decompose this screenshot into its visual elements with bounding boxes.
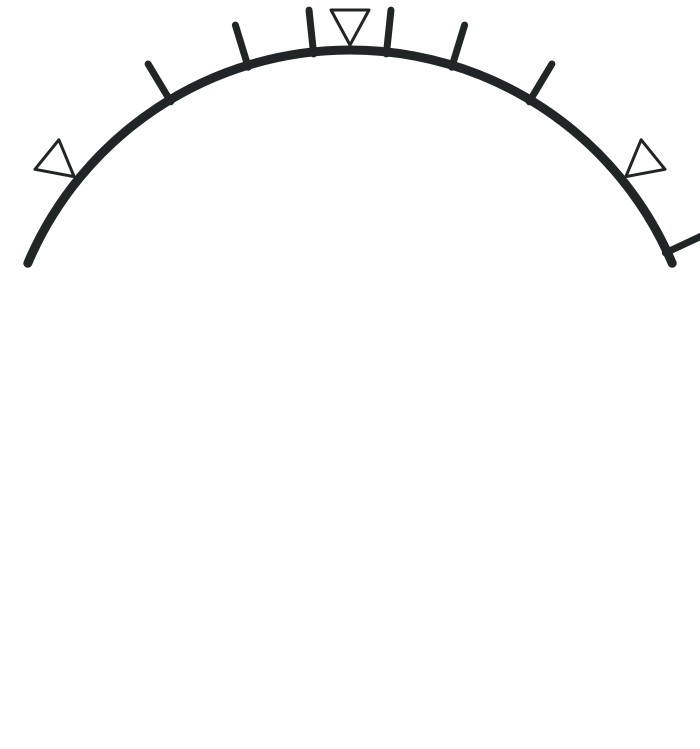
scale-tick-2 — [231, 21, 252, 71]
scale-tick-4 — [382, 6, 395, 58]
triangle-marker-icon-2 — [329, 8, 371, 47]
triangle-marker-icon-3 — [624, 138, 667, 179]
scale-ticks — [144, 6, 700, 257]
scale-tick-3 — [305, 6, 318, 58]
scale-tick-1 — [144, 60, 175, 106]
scale-tick-6 — [525, 60, 556, 106]
scale-markers — [33, 8, 667, 179]
scale-tick-7 — [661, 232, 700, 257]
scale-tick-5 — [448, 21, 469, 71]
scale-arc — [23, 45, 677, 268]
triangle-marker-icon-1 — [33, 138, 76, 179]
